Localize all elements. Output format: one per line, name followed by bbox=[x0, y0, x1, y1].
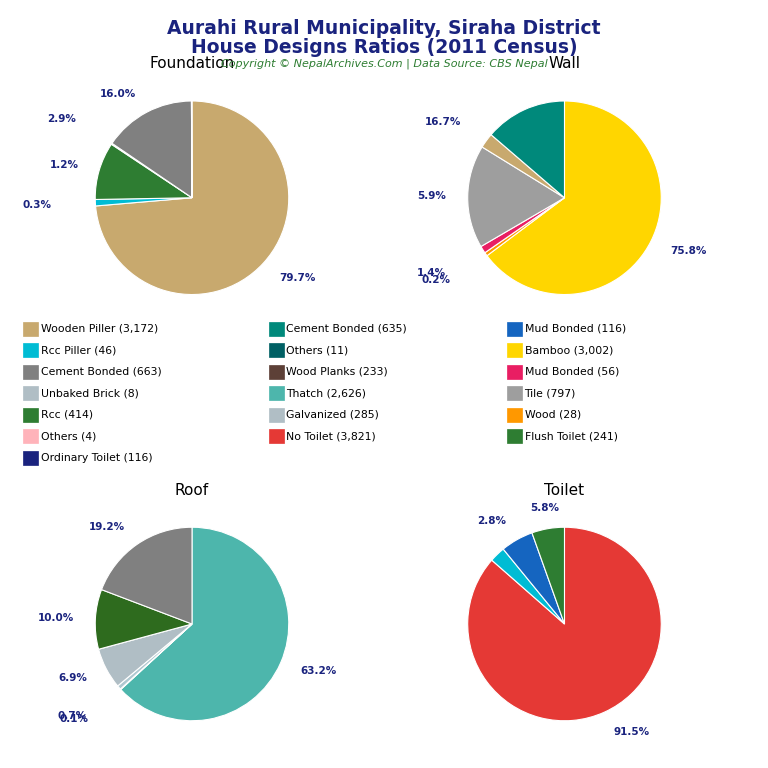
Wedge shape bbox=[487, 101, 661, 294]
Text: Mud Bonded (116): Mud Bonded (116) bbox=[525, 323, 626, 334]
Text: 1.2%: 1.2% bbox=[50, 160, 78, 170]
Text: Flush Toilet (241): Flush Toilet (241) bbox=[525, 431, 617, 442]
Wedge shape bbox=[95, 101, 289, 294]
Text: Unbaked Brick (8): Unbaked Brick (8) bbox=[41, 388, 138, 399]
Text: No Toilet (3,821): No Toilet (3,821) bbox=[286, 431, 376, 442]
Wedge shape bbox=[468, 527, 661, 720]
Text: Wood (28): Wood (28) bbox=[525, 409, 581, 420]
Wedge shape bbox=[121, 527, 289, 720]
Text: Rcc Piller (46): Rcc Piller (46) bbox=[41, 345, 116, 356]
Wedge shape bbox=[112, 101, 192, 198]
Text: Bamboo (3,002): Bamboo (3,002) bbox=[525, 345, 613, 356]
Text: 2.8%: 2.8% bbox=[478, 516, 506, 526]
Text: 16.0%: 16.0% bbox=[101, 88, 137, 98]
Text: Galvanized (285): Galvanized (285) bbox=[286, 409, 379, 420]
Text: 19.2%: 19.2% bbox=[89, 521, 125, 531]
Text: 0.3%: 0.3% bbox=[23, 200, 52, 210]
Text: 5.9%: 5.9% bbox=[418, 191, 446, 201]
Text: Aurahi Rural Municipality, Siraha District: Aurahi Rural Municipality, Siraha Distri… bbox=[167, 19, 601, 38]
Text: 63.2%: 63.2% bbox=[300, 667, 336, 677]
Text: Cement Bonded (635): Cement Bonded (635) bbox=[286, 323, 407, 334]
Title: Foundation: Foundation bbox=[149, 57, 235, 71]
Title: Toilet: Toilet bbox=[545, 483, 584, 498]
Text: Wood Planks (233): Wood Planks (233) bbox=[286, 366, 388, 377]
Text: 79.7%: 79.7% bbox=[279, 273, 316, 283]
Wedge shape bbox=[95, 198, 192, 206]
Text: Mud Bonded (56): Mud Bonded (56) bbox=[525, 366, 619, 377]
Wedge shape bbox=[503, 533, 564, 624]
Text: 91.5%: 91.5% bbox=[613, 727, 649, 737]
Text: 0.2%: 0.2% bbox=[422, 275, 451, 285]
Wedge shape bbox=[98, 624, 192, 686]
Wedge shape bbox=[532, 527, 564, 624]
Wedge shape bbox=[492, 549, 564, 624]
Text: Others (11): Others (11) bbox=[286, 345, 349, 356]
Text: Copyright © NepalArchives.Com | Data Source: CBS Nepal: Copyright © NepalArchives.Com | Data Sou… bbox=[220, 58, 548, 69]
Title: Wall: Wall bbox=[548, 57, 581, 71]
Text: 0.7%: 0.7% bbox=[57, 711, 86, 721]
Text: Cement Bonded (663): Cement Bonded (663) bbox=[41, 366, 161, 377]
Text: 6.9%: 6.9% bbox=[58, 674, 88, 684]
Wedge shape bbox=[481, 198, 564, 253]
Text: Ordinary Toilet (116): Ordinary Toilet (116) bbox=[41, 452, 152, 463]
Wedge shape bbox=[468, 147, 564, 247]
Wedge shape bbox=[111, 144, 192, 198]
Wedge shape bbox=[118, 624, 192, 689]
Wedge shape bbox=[121, 624, 192, 690]
Text: Wooden Piller (3,172): Wooden Piller (3,172) bbox=[41, 323, 158, 334]
Text: 10.0%: 10.0% bbox=[38, 613, 74, 623]
Text: Rcc (414): Rcc (414) bbox=[41, 409, 93, 420]
Text: Thatch (2,626): Thatch (2,626) bbox=[286, 388, 366, 399]
Text: House Designs Ratios (2011 Census): House Designs Ratios (2011 Census) bbox=[190, 38, 578, 58]
Text: 2.9%: 2.9% bbox=[47, 114, 75, 124]
Text: 1.4%: 1.4% bbox=[417, 268, 446, 278]
Text: 5.8%: 5.8% bbox=[530, 503, 559, 513]
Wedge shape bbox=[485, 198, 564, 256]
Wedge shape bbox=[491, 101, 564, 198]
Text: 0.1%: 0.1% bbox=[59, 713, 88, 723]
Text: Tile (797): Tile (797) bbox=[525, 388, 576, 399]
Wedge shape bbox=[95, 590, 192, 649]
Title: Roof: Roof bbox=[175, 483, 209, 498]
Wedge shape bbox=[101, 527, 192, 624]
Text: 75.8%: 75.8% bbox=[670, 246, 707, 256]
Wedge shape bbox=[95, 144, 192, 200]
Text: Others (4): Others (4) bbox=[41, 431, 96, 442]
Wedge shape bbox=[482, 134, 564, 198]
Text: 16.7%: 16.7% bbox=[425, 118, 462, 127]
